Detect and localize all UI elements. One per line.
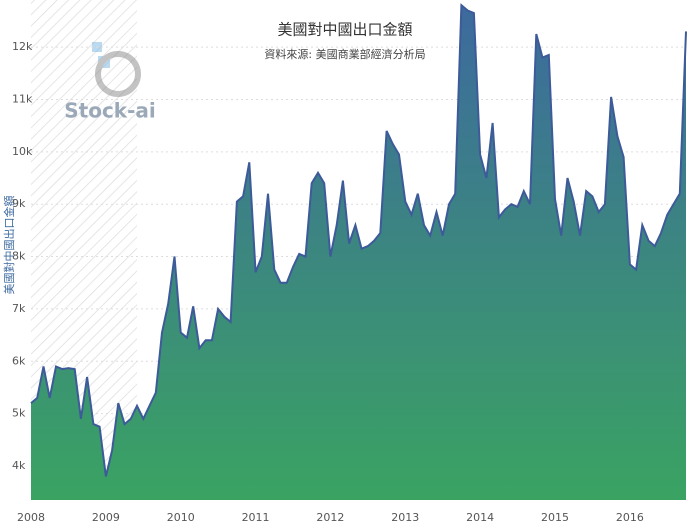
y-tick-label: 6k <box>12 354 26 367</box>
y-tick-label: 8k <box>12 250 26 263</box>
line <box>30 3 687 477</box>
y-tick-label: 4k <box>12 459 26 472</box>
x-tick-label: 2014 <box>466 511 494 524</box>
x-tick-label: 2011 <box>242 511 270 524</box>
y-tick-label: 12k <box>12 40 33 53</box>
chart-title: 美國對中國出口金額 <box>277 21 412 39</box>
y-tick-label: 9k <box>12 197 26 210</box>
watermark: Stock-ai <box>64 99 156 123</box>
x-tick-label: 2015 <box>541 511 569 524</box>
y-axis-label: 美國對中國出口金額 <box>2 196 16 295</box>
x-tick-label: 2016 <box>616 511 644 524</box>
x-tick-label: 2008 <box>17 511 45 524</box>
x-tick-label: 2010 <box>167 511 195 524</box>
y-tick-label: 10k <box>12 145 33 158</box>
x-tick-label: 2009 <box>92 511 120 524</box>
y-tick-label: 11k <box>12 92 33 105</box>
area <box>31 5 686 500</box>
x-tick-label: 2013 <box>391 511 419 524</box>
chart-subtitle: 資料來源: 美國商業部經濟分析局 <box>264 47 425 61</box>
y-tick-label: 5k <box>12 407 26 420</box>
x-tick-label: 2012 <box>316 511 344 524</box>
y-tick-label: 7k <box>12 302 26 315</box>
